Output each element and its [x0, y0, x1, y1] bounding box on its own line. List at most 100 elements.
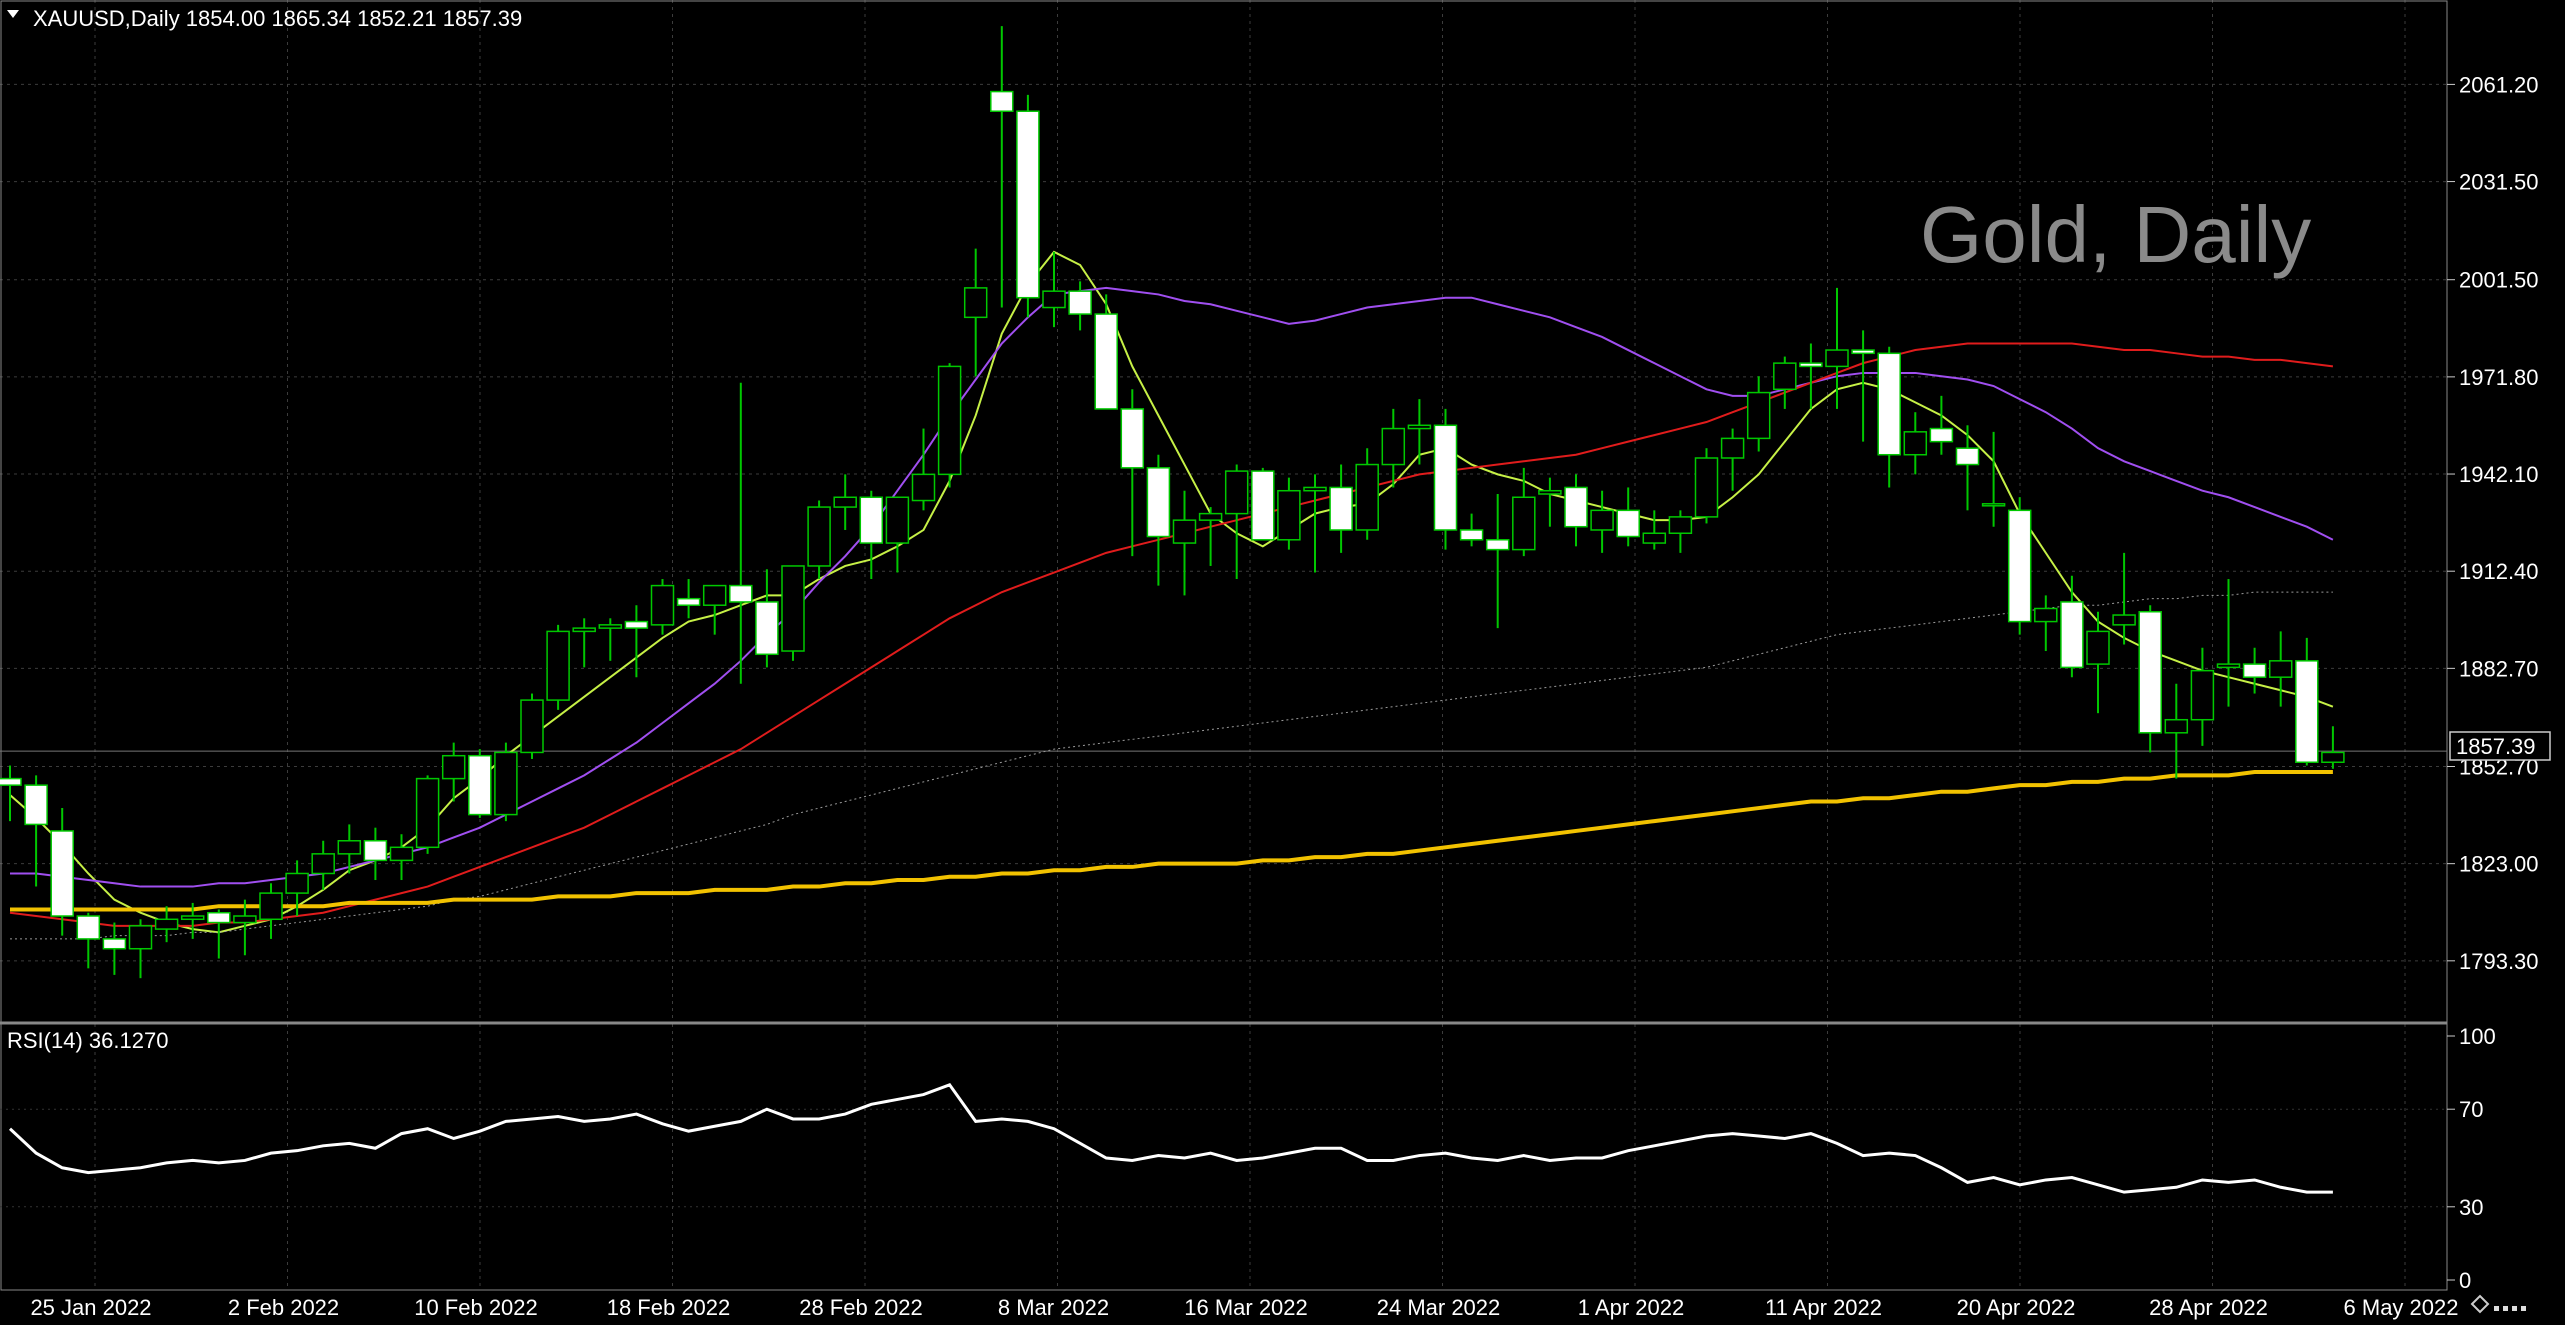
candle-body [1016, 110, 1040, 299]
candle [2242, 647, 2267, 694]
candle [1042, 251, 1066, 328]
candle-body [415, 777, 440, 849]
candle [650, 579, 675, 635]
candle [1720, 428, 1745, 491]
candle-body [1485, 539, 1510, 551]
candle-body [885, 496, 910, 544]
symbol-menu-arrow-icon[interactable] [7, 10, 19, 18]
candle [1433, 408, 1458, 550]
broker-logo [2470, 1294, 2526, 1314]
candle [1512, 467, 1536, 557]
candle-body [1042, 290, 1066, 309]
candle [911, 428, 936, 511]
candle-body [1277, 489, 1301, 541]
candle [1303, 474, 1327, 573]
candle-body [2268, 660, 2293, 678]
candle-body [1851, 349, 1875, 355]
candle-body [285, 872, 309, 894]
candle-body [911, 473, 936, 502]
price-tick-label: 1971.80 [2459, 365, 2539, 390]
candle [1642, 510, 1667, 550]
price-tick-label: 2031.50 [2459, 170, 2539, 195]
candle [1016, 94, 1040, 318]
price-tick-label: 1882.70 [2459, 656, 2539, 681]
candle-body [2060, 601, 2084, 669]
candle [2321, 726, 2345, 769]
candle-body [1590, 509, 1614, 531]
candle-body [1329, 486, 1353, 531]
moving-average-line [10, 770, 2333, 912]
candle [520, 693, 544, 759]
candle-body [259, 892, 283, 921]
candle [572, 618, 596, 668]
candle [2138, 605, 2162, 753]
current-price-label: 1857.39 [2456, 734, 2536, 759]
candle [468, 749, 492, 818]
candle [781, 565, 805, 661]
candle-body [1694, 457, 1719, 518]
date-tick-label: 11 Apr 2022 [1765, 1295, 1882, 1320]
candle-body [1120, 408, 1145, 469]
price-tick-label: 1942.10 [2459, 462, 2539, 487]
price-tick-label: 2001.50 [2459, 268, 2539, 293]
date-tick-label: 8 Mar 2022 [998, 1295, 1109, 1320]
candle-body [859, 496, 884, 544]
date-tick-label: 28 Feb 2022 [799, 1295, 923, 1320]
price-tick-label: 2061.20 [2459, 72, 2539, 97]
price-tick-label: 1823.00 [2459, 852, 2539, 877]
candle-body [1799, 362, 1823, 368]
candle [1251, 467, 1275, 541]
candlesticks [0, 26, 2345, 979]
rsi-line [8, 1082, 2333, 1194]
candle [546, 624, 570, 710]
candle-body [1642, 532, 1667, 544]
candle [415, 775, 440, 854]
candle-body [363, 840, 388, 862]
chart-frame [0, 0, 2448, 1291]
candle [1459, 513, 1484, 547]
candle [207, 909, 231, 959]
candle-body [180, 915, 205, 921]
candle-body [2007, 509, 2032, 623]
candle [859, 490, 884, 580]
candle-body [833, 496, 857, 508]
candle [1146, 454, 1171, 586]
date-tick-label: 18 Feb 2022 [607, 1295, 731, 1320]
candle [1198, 507, 1223, 566]
candle [311, 840, 335, 890]
candle [702, 584, 727, 635]
candle-body [50, 830, 74, 917]
candle-body [2190, 669, 2215, 721]
date-tick-label: 6 May 2022 [2344, 1295, 2459, 1320]
candle-body [1303, 486, 1327, 492]
candle [2007, 497, 2032, 635]
candle-body [572, 627, 596, 633]
symbol-header: XAUUSD,Daily 1854.00 1865.34 1852.21 185… [33, 6, 522, 31]
candle-body [2216, 663, 2241, 669]
candle-body [1459, 529, 1484, 541]
candle [1929, 395, 1954, 455]
candle-body [1981, 503, 2006, 507]
candle-body [650, 584, 675, 626]
candle-body [1068, 290, 1092, 315]
candle-body [781, 565, 805, 652]
candle-body [624, 620, 649, 629]
date-tick-label: 28 Apr 2022 [2149, 1295, 2268, 1320]
candle [676, 579, 701, 619]
candle-body [1955, 447, 1980, 466]
candle [2216, 579, 2241, 707]
candle [833, 474, 857, 530]
candle [2086, 611, 2110, 714]
candle-body [1773, 362, 1797, 391]
date-tick-label: 25 Jan 2022 [30, 1295, 151, 1320]
candle-body [1198, 512, 1223, 521]
candle [1407, 399, 1432, 465]
diamond-logo-icon [2470, 1294, 2490, 1314]
date-tick-label: 2 Feb 2022 [228, 1295, 339, 1320]
candle [1224, 464, 1249, 580]
candle-body [1224, 470, 1249, 515]
candle [494, 742, 518, 822]
candle [2268, 631, 2293, 707]
candle-body [1825, 349, 1849, 368]
